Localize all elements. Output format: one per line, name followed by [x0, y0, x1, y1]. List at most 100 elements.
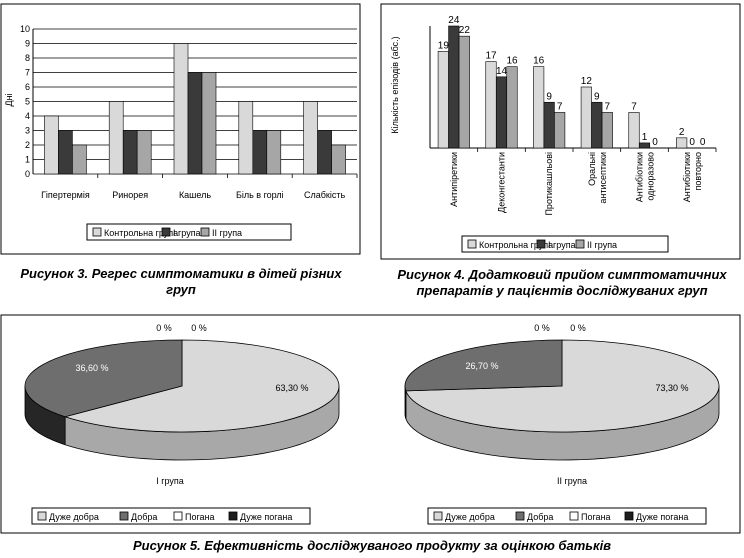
legend-swatch	[161, 227, 171, 237]
chart5-caption: Рисунок 5. Ефективність досліджуваного п…	[132, 538, 612, 553]
data-label: 17	[485, 51, 497, 62]
data-label: 7	[631, 101, 637, 112]
bar	[44, 115, 59, 175]
bar	[458, 35, 470, 149]
legend-swatch	[467, 239, 477, 249]
chart3-caption: Рисунок 3. Регрес симптоматики в дітей р…	[4, 266, 358, 298]
bar	[506, 66, 518, 149]
bar	[136, 130, 152, 175]
chart4-caption-line2: препаратів у пацієнтів досліджуваних гру…	[416, 283, 708, 298]
data-label: 9	[546, 91, 552, 102]
bar	[266, 130, 282, 175]
data-label: 12	[581, 76, 593, 87]
bar	[676, 137, 688, 149]
x-tick-label: Антипіретики	[449, 152, 459, 207]
pie-label: 0 %	[534, 323, 550, 333]
chart3-caption-line1: Рисунок 3. Регрес симптоматики в дітей р…	[20, 266, 342, 281]
data-label: 1	[642, 132, 648, 143]
chart4-axes: Антипіретики Деконгестанти Протикашльові Ор…	[429, 26, 717, 216]
legend-label: Контрольна група	[479, 240, 553, 250]
bar	[628, 112, 640, 149]
x-tick-label: Слабкість	[304, 190, 345, 200]
pie-label: 73,30 %	[655, 383, 688, 393]
bar	[317, 130, 332, 175]
pie-group-label: II група	[557, 476, 587, 486]
bar	[108, 101, 124, 175]
legend-label: Погана	[581, 512, 611, 522]
bar	[187, 72, 203, 175]
legend-swatch	[575, 239, 585, 249]
x-tick-label: Оральніантисептики	[587, 152, 608, 204]
x-tick-label: Біль в горлі	[236, 190, 284, 200]
legend-label: Дуже погана	[636, 512, 688, 522]
chart4-ylabel: Кількість епізодів (абс.)	[390, 36, 400, 133]
y-tick-label: 4	[25, 111, 30, 121]
bar	[238, 101, 254, 175]
y-tick-label: 6	[25, 82, 30, 92]
data-label: 16	[506, 56, 518, 67]
pie-label: 26,70 %	[465, 361, 498, 371]
data-label: 0	[689, 137, 695, 148]
pie-label: 63,30 %	[275, 383, 308, 393]
chart5-frame	[0, 314, 741, 534]
data-label: 24	[448, 15, 460, 26]
x-tick-label: Протикашльові	[544, 152, 554, 216]
y-tick-label: 7	[25, 68, 30, 78]
bar	[554, 112, 566, 149]
bar	[601, 112, 613, 149]
legend-swatch	[37, 511, 47, 521]
pie-slice	[63, 339, 340, 433]
legend-label: Дуже добра	[49, 512, 99, 522]
chart5-pies: 63,30 % 36,60 % 0 % 0 % I група 73,30 % 26,70 …	[24, 323, 720, 486]
legend-box	[461, 235, 669, 253]
legend-label: Погана	[185, 512, 215, 522]
legend-swatch	[119, 511, 129, 521]
y-tick-label: 9	[25, 39, 30, 49]
bar	[201, 72, 217, 175]
x-tick-label: Деконгестанти	[497, 152, 507, 213]
chart4-caption: Рисунок 4. Додатковий прийом симптоматич…	[381, 267, 743, 299]
legend-swatch	[536, 239, 546, 249]
bar	[448, 25, 460, 149]
chart4-caption-line1: Рисунок 4. Додатковий прийом симптоматич…	[397, 267, 727, 282]
legend-swatch	[173, 511, 183, 521]
pie-group-label: I група	[156, 476, 184, 486]
bar	[331, 144, 346, 175]
legend-label: Добра	[527, 512, 553, 522]
chart3-ylabel: Дні	[4, 93, 14, 106]
y-tick-label: 2	[25, 140, 30, 150]
bar	[58, 130, 73, 175]
legend-label: I група	[548, 240, 576, 250]
pie-label: 36,60 %	[75, 363, 108, 373]
legend-box	[31, 507, 311, 525]
pie-label: 0 %	[156, 323, 172, 333]
data-label: 22	[459, 25, 471, 36]
legend-swatch	[92, 227, 102, 237]
pie-slice	[404, 339, 563, 392]
y-tick-label: 10	[20, 24, 30, 34]
legend-swatch	[433, 511, 443, 521]
legend-swatch	[515, 511, 525, 521]
bar	[638, 142, 651, 149]
y-tick-label: 8	[25, 53, 30, 63]
legend-swatch	[200, 227, 210, 237]
bar	[495, 76, 508, 149]
bar	[437, 51, 449, 149]
legend-swatch	[624, 511, 634, 521]
x-tick-label: Антибіотикиповторно	[682, 152, 703, 202]
data-label: 7	[557, 101, 563, 112]
legend-label: Добра	[131, 512, 157, 522]
data-label: 14	[496, 66, 508, 77]
bar	[580, 86, 592, 149]
x-tick-label: Кашель	[179, 190, 211, 200]
bar	[485, 61, 497, 149]
legend-label: Дуже погана	[240, 512, 292, 522]
legend-label: Контрольна група	[104, 228, 178, 238]
bar	[173, 43, 189, 175]
legend-label: II група	[587, 240, 617, 250]
pie-slice	[24, 339, 183, 418]
legend-swatch	[228, 511, 238, 521]
chart5-legend: Дуже добра Добра Погана Дуже погана Дуже доб…	[31, 507, 707, 525]
